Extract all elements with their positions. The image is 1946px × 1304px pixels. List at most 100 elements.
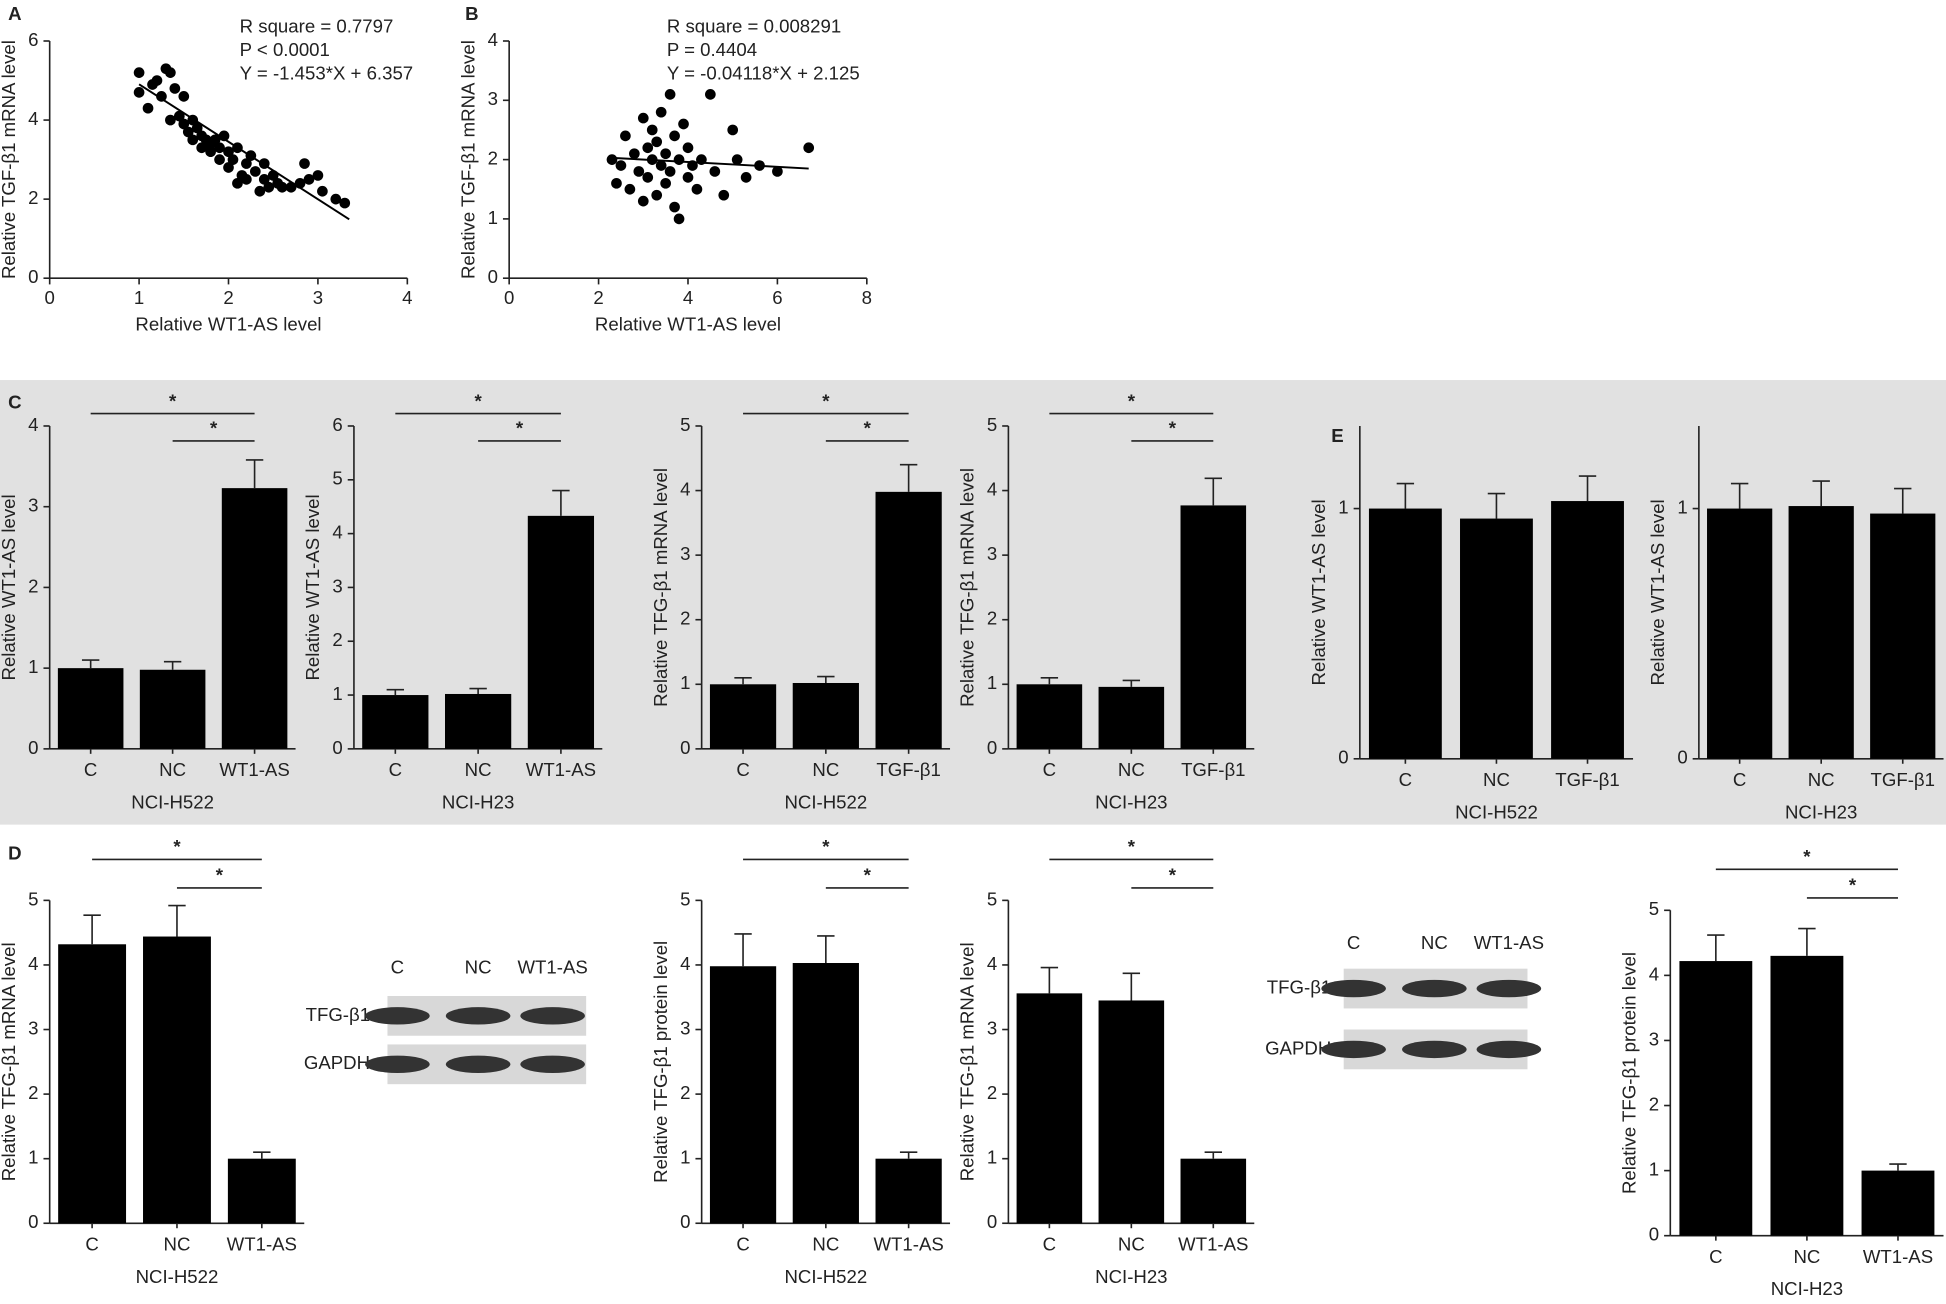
- bar: [709, 966, 777, 1224]
- x-tick-label: TGF-β1: [1181, 759, 1245, 780]
- point: [317, 185, 328, 197]
- point: [682, 172, 694, 183]
- x-axis-label: NCI-H522: [131, 791, 214, 812]
- error-bar: [163, 660, 182, 670]
- x-tick-label: C: [84, 759, 97, 780]
- point: [339, 197, 351, 209]
- fit-line: [611, 156, 809, 170]
- x-tick-label: WT1-AS: [1863, 1246, 1933, 1267]
- bar: [1016, 684, 1083, 749]
- bar: [1016, 993, 1083, 1224]
- lane-label: WT1-AS: [517, 957, 587, 978]
- error-bar: [817, 935, 835, 964]
- point: [241, 158, 252, 169]
- point: [187, 134, 199, 146]
- y-tick-label: 1: [1649, 1159, 1659, 1180]
- significance-star: *: [1128, 390, 1136, 411]
- annotation: Y = -0.04118*X + 2.125: [667, 62, 860, 83]
- significance-star: *: [210, 418, 218, 439]
- bar: [875, 491, 942, 749]
- error-bar: [1396, 482, 1415, 509]
- y-tick-label: 4: [332, 522, 342, 543]
- x-axis-label: NCI-H23: [1095, 1266, 1167, 1287]
- point: [209, 134, 221, 146]
- y-tick-label: 5: [680, 414, 690, 435]
- point: [196, 142, 208, 154]
- point: [655, 106, 667, 118]
- row-label: GAPDH: [304, 1052, 370, 1073]
- error-bar: [734, 933, 752, 967]
- y-axis-label: Relative WT1-AS level: [302, 494, 323, 680]
- point: [223, 146, 234, 158]
- blot-band: [520, 1007, 585, 1025]
- x-tick-label: NC: [812, 1234, 839, 1255]
- error-bar: [1122, 679, 1141, 687]
- x-tick-label: WT1-AS: [227, 1234, 297, 1255]
- point: [133, 87, 145, 98]
- point: [691, 183, 703, 195]
- error-bar: [817, 675, 835, 683]
- significance-star: *: [474, 390, 482, 411]
- x-tick-label: 0: [44, 287, 54, 308]
- error-bar: [1578, 475, 1597, 502]
- x-axis-label: NCI-H522: [784, 791, 867, 812]
- point: [709, 166, 721, 177]
- point: [303, 174, 315, 185]
- point: [165, 114, 176, 126]
- point: [133, 67, 145, 78]
- y-tick-label: 3: [987, 1017, 997, 1038]
- x-tick-label: TGF-β1: [1871, 769, 1935, 790]
- x-tick-label: 4: [683, 287, 693, 308]
- point: [660, 177, 671, 189]
- y-tick-label: 5: [987, 888, 997, 909]
- point: [254, 185, 266, 197]
- significance-star: *: [1169, 418, 1177, 439]
- y-tick-label: 2: [680, 608, 690, 629]
- blot-band: [1321, 1040, 1386, 1059]
- bar: [362, 695, 429, 749]
- annotation: Y = -1.453*X + 6.357: [240, 62, 413, 83]
- bar: [1707, 508, 1773, 759]
- panel-label: A: [8, 3, 21, 24]
- y-tick-label: 5: [332, 468, 342, 489]
- lane-label: C: [1347, 932, 1360, 953]
- significance-star: *: [169, 390, 177, 411]
- x-tick-label: C: [1043, 1234, 1056, 1255]
- point: [669, 201, 680, 213]
- y-tick-label: 0: [28, 266, 38, 287]
- bar: [143, 936, 211, 1224]
- y-axis-label: Relative TFG-β1 mRNA level: [650, 468, 671, 707]
- point: [214, 142, 225, 154]
- y-tick-label: 2: [1649, 1093, 1659, 1114]
- y-tick-label: 0: [680, 737, 690, 758]
- bar: [1551, 501, 1624, 759]
- x-tick-label: C: [85, 1234, 98, 1255]
- y-tick-label: 0: [1649, 1224, 1659, 1245]
- y-axis-label: Relative TFG-β1 protein level: [650, 941, 671, 1183]
- x-tick-label: 0: [504, 287, 514, 308]
- y-tick-label: 6: [332, 414, 342, 435]
- bar: [1460, 518, 1533, 759]
- bar: [875, 1158, 942, 1224]
- point: [330, 193, 342, 205]
- lane-label: WT1-AS: [1474, 932, 1544, 953]
- bar: [58, 944, 127, 1224]
- y-axis-label: Relative TFG-β1 mRNA level: [0, 942, 19, 1181]
- error-bar: [386, 688, 405, 696]
- significance-star: *: [822, 836, 830, 857]
- y-tick-label: 0: [987, 737, 997, 758]
- y-tick-label: 1: [1338, 496, 1348, 517]
- y-tick-label: 1: [1677, 496, 1687, 517]
- y-axis-label: Relative WT1-AS level: [0, 494, 19, 680]
- y-tick-label: 4: [488, 29, 498, 50]
- x-tick-label: WT1-AS: [219, 759, 289, 780]
- significance-star: *: [516, 418, 524, 439]
- y-tick-label: 4: [28, 953, 38, 974]
- error-bar: [83, 914, 101, 945]
- x-tick-label: C: [1399, 769, 1412, 790]
- significance-star: *: [1128, 836, 1136, 857]
- x-tick-label: WT1-AS: [526, 759, 596, 780]
- point: [660, 148, 671, 160]
- blot-band: [445, 1007, 511, 1025]
